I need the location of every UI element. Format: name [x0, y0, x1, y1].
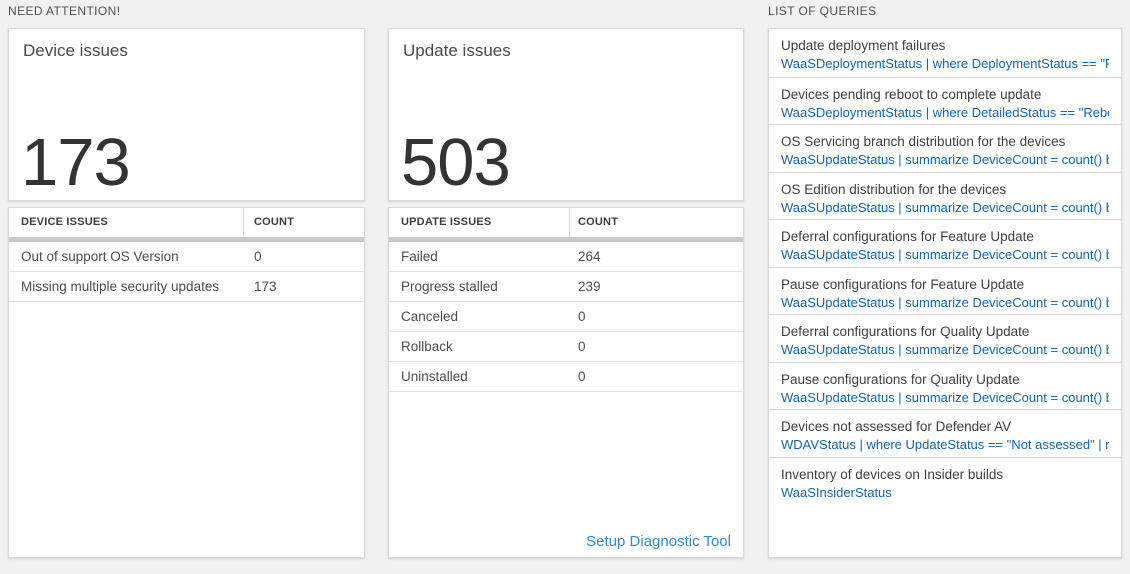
query-text: WDAVStatus | where UpdateStatus == "Not … — [781, 437, 1109, 452]
update-issues-total: 503 — [401, 124, 511, 200]
row-label: Rollback — [401, 339, 453, 354]
row-label: Missing multiple security updates — [21, 279, 220, 294]
query-item[interactable]: Devices not assessed for Defender AV WDA… — [769, 409, 1121, 457]
row-count: 0 — [578, 309, 586, 324]
column-header-update-issues: UPDATE ISSUES — [401, 216, 492, 228]
row-label: Failed — [401, 249, 438, 264]
query-title: Devices pending reboot to complete updat… — [781, 86, 1042, 102]
row-count: 0 — [254, 249, 262, 264]
query-title: Pause configurations for Quality Update — [781, 371, 1020, 387]
table-row[interactable]: Uninstalled 0 — [389, 362, 743, 392]
device-issues-tile[interactable]: Device issues 173 — [8, 28, 365, 201]
query-title: OS Servicing branch distribution for the… — [781, 134, 1066, 149]
query-item[interactable]: Devices pending reboot to complete updat… — [769, 76, 1121, 125]
query-title: Update deployment failures — [781, 38, 946, 53]
row-count: 239 — [578, 279, 601, 294]
row-count: 0 — [578, 339, 586, 354]
column-header-device-issues: DEVICE ISSUES — [21, 216, 108, 228]
query-text: WaaSUpdateStatus | summarize DeviceCount… — [781, 199, 1109, 215]
table-row[interactable]: Failed 264 — [389, 242, 743, 272]
column-divider — [243, 208, 244, 237]
query-title: Deferral configurations for Feature Upda… — [781, 229, 1034, 244]
query-item[interactable]: Deferral configurations for Quality Upda… — [769, 314, 1121, 362]
query-text: WaaSUpdateStatus | summarize DeviceCount… — [781, 152, 1109, 167]
query-title: OS Edition distribution for the devices — [781, 181, 1007, 197]
table-row[interactable]: Canceled 0 — [389, 302, 743, 332]
query-title: Devices not assessed for Defender AV — [781, 419, 1012, 434]
table-header: UPDATE ISSUES COUNT — [389, 208, 743, 237]
query-text: WaaSUpdateStatus | summarize DeviceCount… — [781, 342, 1109, 357]
row-label: Canceled — [401, 309, 459, 324]
row-count: 0 — [578, 369, 586, 384]
query-title: Pause configurations for Feature Update — [781, 276, 1025, 292]
query-title: Inventory of devices on Insider builds — [781, 466, 1004, 482]
query-text: WaaSUpdateStatus | summarize DeviceCount… — [781, 294, 1109, 310]
tile-title: Device issues — [23, 41, 128, 60]
need-attention-header: NEED ATTENTION! — [8, 4, 121, 18]
header-underline-bar — [389, 237, 743, 242]
row-label: Uninstalled — [401, 369, 468, 384]
query-text: WaaSInsiderStatus — [781, 484, 892, 500]
query-text: WaaSDeploymentStatus | where DetailedSta… — [781, 104, 1109, 120]
device-issues-table: DEVICE ISSUES COUNT Out of support OS Ve… — [8, 207, 365, 558]
query-text: WaaSUpdateStatus | summarize DeviceCount… — [781, 247, 1109, 262]
query-text: WaaSUpdateStatus | summarize DeviceCount… — [781, 389, 1109, 405]
row-count: 264 — [578, 249, 601, 264]
setup-diagnostic-tool-link[interactable]: Setup Diagnostic Tool — [586, 533, 731, 550]
query-item[interactable]: Update deployment failures WaaSDeploymen… — [769, 29, 1121, 77]
row-label: Out of support OS Version — [21, 249, 179, 264]
header-underline-bar — [9, 237, 364, 242]
update-issues-table: UPDATE ISSUES COUNT Failed 264 Progress … — [388, 207, 744, 558]
table-header: DEVICE ISSUES COUNT — [9, 208, 364, 237]
update-issues-tile[interactable]: Update issues 503 — [388, 28, 744, 201]
query-title: Deferral configurations for Quality Upda… — [781, 324, 1030, 339]
tile-title: Update issues — [403, 41, 511, 60]
column-header-count: COUNT — [578, 216, 619, 228]
row-label: Progress stalled — [401, 279, 498, 294]
query-item[interactable]: Deferral configurations for Feature Upda… — [769, 219, 1121, 267]
row-count: 173 — [254, 279, 277, 294]
table-row[interactable]: Missing multiple security updates 173 — [9, 272, 364, 302]
query-item[interactable]: Pause configurations for Feature Update … — [769, 266, 1121, 315]
query-item[interactable]: OS Edition distribution for the devices … — [769, 171, 1121, 220]
query-list: Update deployment failures WaaSDeploymen… — [768, 28, 1122, 558]
table-row[interactable]: Rollback 0 — [389, 332, 743, 362]
query-item[interactable]: Inventory of devices on Insider builds W… — [769, 456, 1121, 505]
column-divider — [569, 208, 570, 237]
table-row[interactable]: Progress stalled 239 — [389, 272, 743, 302]
table-row[interactable]: Out of support OS Version 0 — [9, 242, 364, 272]
device-issues-total: 173 — [21, 124, 131, 200]
query-item[interactable]: OS Servicing branch distribution for the… — [769, 124, 1121, 172]
query-item[interactable]: Pause configurations for Quality Update … — [769, 361, 1121, 410]
list-of-queries-header: LIST OF QUERIES — [768, 4, 877, 18]
query-text: WaaSDeploymentStatus | where DeploymentS… — [781, 56, 1109, 71]
column-header-count: COUNT — [254, 216, 295, 228]
